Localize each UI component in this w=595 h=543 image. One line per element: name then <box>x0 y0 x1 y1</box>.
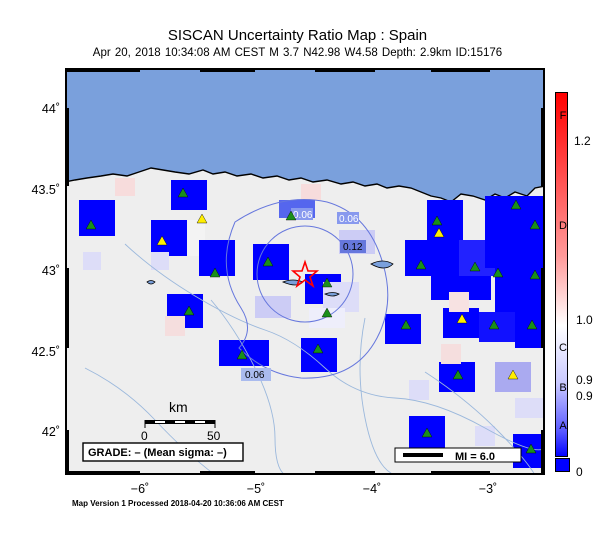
triangle-icon <box>421 427 433 438</box>
triangle-icon <box>456 313 468 324</box>
triangle-icon <box>507 369 519 380</box>
scale-bar: km 0 50 <box>141 399 221 443</box>
lon-label: −4˚ <box>362 482 382 496</box>
scale-title: km <box>169 399 188 415</box>
grade-box: GRADE: – (Mean sigma: –) <box>88 447 227 459</box>
contour-label: 0.12 <box>343 242 363 253</box>
contour-label: 0.06 <box>339 214 359 225</box>
lat-label: 42˚ <box>41 425 60 439</box>
sea-area <box>65 68 545 202</box>
grade-letter: D <box>559 220 567 232</box>
triangle-icon <box>321 277 333 288</box>
colorbar <box>555 92 568 457</box>
lon-label: −3˚ <box>478 482 498 496</box>
triangle-icon <box>415 259 427 270</box>
star-icon <box>290 259 320 289</box>
lon-label: −5˚ <box>246 482 266 496</box>
colorbar-value: 0.9 <box>576 373 593 387</box>
map-frame <box>65 68 545 475</box>
scale-tick-50: 50 <box>207 429 221 443</box>
triangle-icon <box>526 319 538 330</box>
contour-label: 0.06 <box>293 210 313 221</box>
grade-letter: B <box>559 382 567 394</box>
triangle-icon <box>488 319 500 330</box>
grade-letter: A <box>559 420 567 432</box>
triangle-icon <box>177 187 189 198</box>
lat-label: 43.5˚ <box>31 183 61 197</box>
lat-label: 44˚ <box>41 102 60 116</box>
triangle-icon <box>321 307 333 318</box>
triangle-icon <box>529 219 541 230</box>
stations <box>85 187 541 454</box>
triangle-icon <box>285 210 297 221</box>
triangle-icon <box>492 267 504 278</box>
triangle-icon <box>431 215 443 226</box>
triangle-icon <box>400 319 412 330</box>
triangle-icon <box>196 213 208 224</box>
colorbar-value: 0.9 <box>576 389 593 403</box>
map-title: SISCAN Uncertainty Ratio Map : Spain <box>167 27 428 44</box>
triangle-icon <box>452 369 464 380</box>
triangle-icon <box>433 227 445 238</box>
contour-labels: 0.06 0.06 0.12 0.06 <box>241 208 366 381</box>
triangle-icon <box>529 269 541 280</box>
triangle-icon <box>262 256 274 267</box>
mi-box: MI = 6.0 <box>455 451 495 463</box>
colorbar-min-swatch <box>555 458 570 472</box>
triangle-icon <box>236 349 248 360</box>
lon-label: −6˚ <box>130 482 150 496</box>
contours <box>225 199 389 379</box>
triangle-icon <box>525 443 537 454</box>
scale-tick-0: 0 <box>141 429 148 443</box>
grade-letter: C <box>559 342 567 354</box>
triangle-icon <box>156 235 168 246</box>
colorbar-value: 0 <box>576 465 583 479</box>
uncertainty-map: 0.06 0.06 0.12 0.06 <box>65 68 545 475</box>
coastline <box>65 167 545 203</box>
grade-letter: F <box>559 110 567 122</box>
lat-label: 43˚ <box>41 264 60 278</box>
triangle-icon <box>209 267 221 278</box>
processing-footer: Map Version 1 Processed 2018-04-20 10:36… <box>72 499 284 508</box>
colorbar-value: 1.2 <box>574 134 591 148</box>
triangle-icon <box>85 219 97 230</box>
triangle-icon <box>510 199 522 210</box>
triangle-icon <box>312 343 324 354</box>
triangle-icon <box>469 261 481 272</box>
colorbar-value: 1.0 <box>576 313 593 327</box>
triangle-icon <box>183 305 195 316</box>
lat-label: 42.5˚ <box>31 345 61 359</box>
event-subtitle: Apr 20, 2018 10:34:08 AM CEST M 3.7 N42.… <box>92 47 503 59</box>
contour-label: 0.06 <box>245 370 265 381</box>
